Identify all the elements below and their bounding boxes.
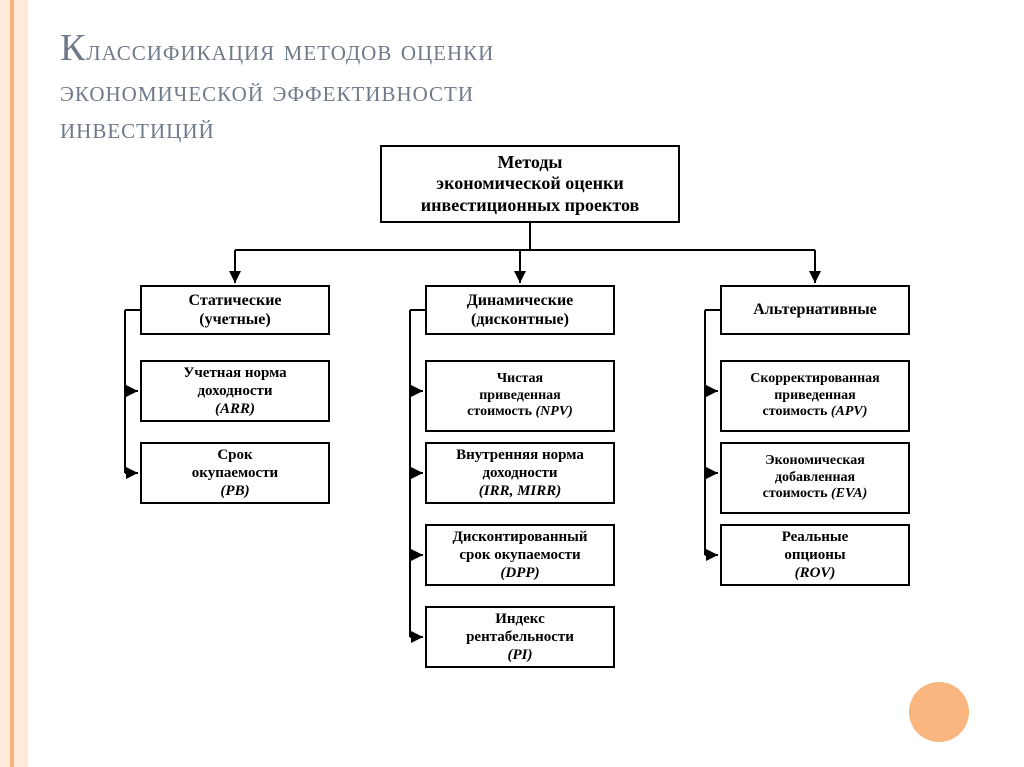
leaf-pi-l1: Индекс: [495, 610, 544, 628]
leaf-apv-l1: Скорректированная: [750, 371, 880, 388]
leaf-pb: Срок окупаемости (PB): [140, 442, 330, 504]
title-line1-rest: лассификация методов оценки: [86, 34, 494, 67]
leaf-irr-l2: доходности: [482, 464, 557, 482]
leaf-eva-l2: добавленная: [775, 470, 855, 487]
leaf-rov: Реальные опционы (ROV): [720, 524, 910, 586]
cat1-l2: (учетные): [199, 310, 270, 329]
leaf-rov-l1: Реальные: [782, 528, 849, 546]
root-l2: экономической оценки: [436, 173, 623, 195]
leaf-pi-abbr: (PI): [508, 646, 533, 664]
leaf-dpp-l1: Дисконтированный: [453, 528, 588, 546]
category-static: Статические (учетные): [140, 285, 330, 335]
leaf-apv-l2: приведенная: [774, 388, 856, 405]
leaf-irr-l1: Внутренняя норма: [456, 446, 584, 464]
leaf-pi: Индекс рентабельности (PI): [425, 606, 615, 668]
stripe-light-2: [14, 0, 28, 767]
root-box: Методы экономической оценки инвестиционн…: [380, 145, 680, 223]
leaf-dpp-abbr: (DPP): [500, 564, 539, 582]
leaf-eva: Экономическая добавленная стоимость (EVA…: [720, 442, 910, 514]
leaf-dpp-l2: срок окупаемости: [459, 546, 580, 564]
leaf-rov-l2: опционы: [784, 546, 845, 564]
leaf-arr: Учетная норма доходности (ARR): [140, 360, 330, 422]
leaf-pb-l1: Срок: [217, 446, 252, 464]
cat2-l2: (дисконтные): [471, 310, 569, 329]
leaf-apv: Скорректированная приведенная стоимость …: [720, 360, 910, 432]
stripe-light-1: [0, 0, 10, 767]
leaf-npv-l3: стоимость (NPV): [467, 404, 573, 421]
leaf-apv-l3: стоимость (APV): [763, 404, 868, 421]
slide-title: Классификация методов оценки экономическ…: [60, 25, 960, 148]
title-firstcap: К: [60, 27, 86, 69]
title-line2: экономической эффективности: [60, 75, 474, 108]
leaf-pi-l2: рентабельности: [466, 628, 574, 646]
cat3-l1: Альтернативные: [753, 300, 877, 319]
leaf-pb-abbr: (PB): [220, 482, 249, 500]
leaf-eva-l3: стоимость (EVA): [763, 486, 868, 503]
leaf-eva-l1: Экономическая: [765, 453, 865, 470]
accent-circle-icon: [909, 682, 969, 742]
leaf-pb-l2: окупаемости: [192, 464, 278, 482]
root-l1: Методы: [498, 152, 563, 174]
leaf-rov-abbr: (ROV): [795, 564, 836, 582]
left-border-stripes: [0, 0, 28, 767]
leaf-npv: Чистая приведенная стоимость (NPV): [425, 360, 615, 432]
leaf-npv-l1: Чистая: [497, 371, 543, 388]
cat1-l1: Статические: [188, 291, 281, 310]
leaf-arr-l2: доходности: [197, 382, 272, 400]
leaf-arr-abbr: (ARR): [215, 400, 255, 418]
title-line3: инвестиций: [60, 112, 215, 145]
root-l3: инвестиционных проектов: [421, 195, 640, 217]
leaf-npv-l2: приведенная: [479, 388, 561, 405]
diagram-canvas: Методы экономической оценки инвестиционн…: [60, 145, 980, 745]
leaf-irr-abbr: (IRR, MIRR): [479, 482, 562, 500]
cat2-l1: Динамические: [467, 291, 574, 310]
leaf-dpp: Дисконтированный срок окупаемости (DPP): [425, 524, 615, 586]
leaf-arr-l1: Учетная норма: [183, 364, 286, 382]
leaf-irr: Внутренняя норма доходности (IRR, MIRR): [425, 442, 615, 504]
category-alternative: Альтернативные: [720, 285, 910, 335]
category-dynamic: Динамические (дисконтные): [425, 285, 615, 335]
